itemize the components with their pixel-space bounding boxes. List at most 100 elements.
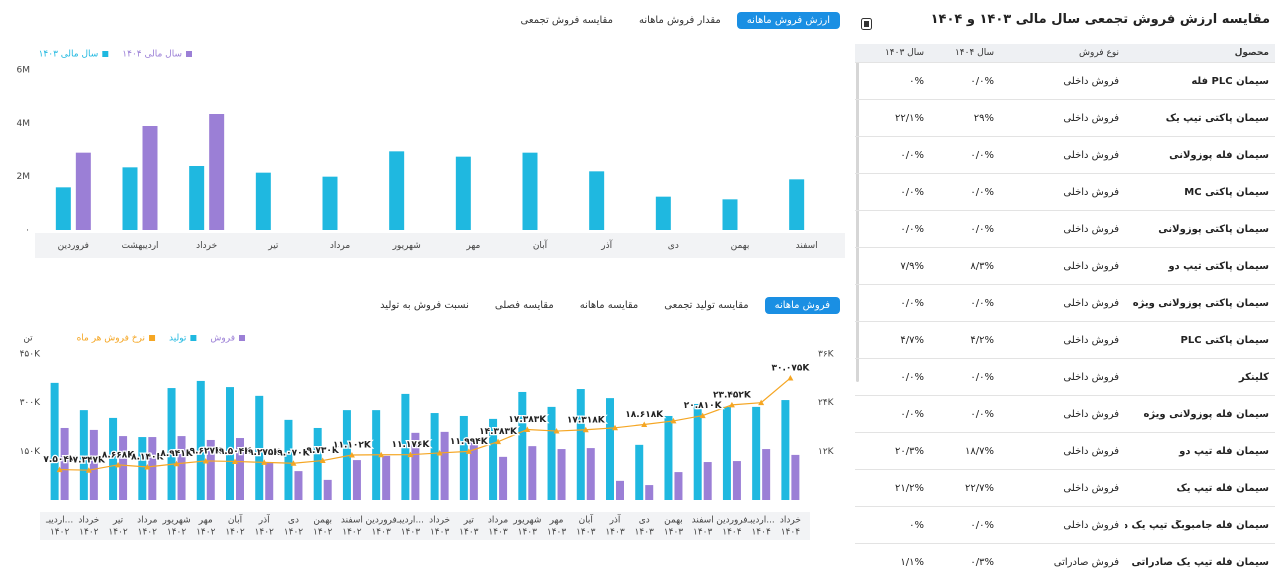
table-title: مقایسه ارزش فروش تجمعی سال مالی ۱۴۰۳ و ۱… [930,12,1270,27]
table-cell: ۰/۰% [970,408,994,420]
x-tick-label: ۱۴۰۳ [605,528,625,538]
tab[interactable]: مقدار فروش ماهانه [629,12,731,29]
x-tick-label: خرداد [196,241,217,251]
x-tick-label: مهر [549,516,564,526]
x-tick-label: آذر [609,514,621,526]
table-cell: ۰% [909,75,924,87]
bar [75,152,91,230]
bar [60,427,69,500]
x-tick-label: آبان [579,514,594,526]
table-cell: سیمان فله تیپ دو [1179,445,1269,457]
table-cell: ۴/۷% [900,334,924,346]
table-cell: سیمان فله پوزولانی [1169,149,1269,161]
legend-swatch [102,51,109,57]
line-marker [232,458,238,464]
table-cell: ۲۱/۲% [895,482,924,494]
table-cell: فروش داخلی [1063,519,1119,531]
table-cell: ۲۲/۷% [965,482,994,494]
bar [255,172,271,230]
table-cell: سیمان فله پوزولانی ویژه [1143,408,1269,420]
table-cell: ۰/۰% [970,149,994,161]
bar [50,382,59,500]
x-tick-label: خرداد [780,516,801,526]
y2-tick-label: ۳۶K [818,350,835,360]
bar [576,389,585,500]
x-tick-label: خرداد [429,516,450,526]
bar [322,176,338,230]
tab[interactable]: ارزش فروش ماهانه [736,12,840,29]
x-tick-label: ۱۴۰۲ [225,528,245,538]
bar [401,393,410,500]
table-cell: ۰/۰% [900,223,924,235]
line-marker [378,451,385,458]
line-marker [465,448,472,454]
line-marker [290,460,297,466]
line [59,377,791,471]
tab[interactable]: نسبت فروش به تولید [370,297,479,314]
table-cell: سیمان PLC فله [1191,75,1269,87]
x-tick-label: ۱۴۰۲ [284,528,304,538]
bar [138,437,147,500]
data-label: ۷.۵۰۴K [43,455,76,465]
tab[interactable]: مقایسه فصلی [485,297,564,314]
data-label: ۸.۹۴۱K [160,449,193,459]
column-header: سال ۱۴۰۳ [884,48,924,58]
x-tick-label: تیر [463,516,475,526]
line-marker [407,451,414,458]
x-tick-label: ۱۴۰۳ [635,528,655,538]
bar [781,400,790,500]
data-label: ۱۸.۶۱۸K [625,410,664,420]
bar [226,387,234,500]
x-tick-label: اسفند [796,241,818,251]
table-row: سیمان پاکتی MC فروش داخلی ۰/۰% ۰/۰% [855,174,1275,211]
x-tick-label: اردیبهشت [121,241,158,251]
bar [789,179,805,230]
legend-label: تولید [169,334,187,344]
data-label: ۱۷.۳۱۸K [567,415,606,425]
bar [455,156,471,230]
tab[interactable]: مقایسه ماهانه [570,297,649,314]
table-row: سیمان فله تیپ دو فروش داخلی ۱۸/۷% ۲۰/۳% [855,433,1275,470]
x-tick-label: بهمن [731,241,750,251]
bar [209,114,225,230]
table-cell: ۷/۹% [900,260,924,272]
table-cell: ۰/۰% [970,371,994,383]
legend-swatch [186,51,192,57]
table-cell: فروش داخلی [1063,297,1119,309]
x-tick-label: فروردین [365,516,396,526]
tab[interactable]: فروش ماهانه [764,297,840,314]
tab[interactable]: مقایسه فروش تجمعی [511,12,623,29]
table-cell: ۰/۰% [900,297,924,309]
data-label: ۸.۱۴۰K [131,452,164,462]
table-cell: سیمان پاکتی PLC [1180,334,1269,346]
table-header: محصول نوع فروش سال ۱۴۰۴ سال ۱۴۰۳ [855,44,1275,63]
line-marker [553,428,560,434]
x-tick-label: ۱۴۰۳ [371,528,391,538]
data-label: ۲۳.۴۵۲K [713,390,752,400]
bar [440,431,449,500]
charts: ۰ 2M 4M 6M فروردین اردیبهشت خرداد تیر مرداد شهریو… [17,50,845,540]
x-tick-label: مرداد [137,516,157,526]
table-cell: ۰/۰% [900,371,924,383]
x-tick-label: ۱۴۰۴ [751,528,771,538]
bar [722,199,738,230]
line-marker [495,438,502,445]
legend-swatch [149,335,156,341]
scrollbar[interactable] [856,62,859,382]
column-header: محصول [1234,48,1269,58]
tab[interactable]: مقایسه تولید تجمعی [654,297,758,314]
table-cell: ۰/۰% [970,186,994,198]
line-marker [728,401,735,408]
bar [122,167,138,230]
x-tick-label: اردیبـ... [746,516,774,526]
column-header: نوع فروش [1079,48,1119,58]
y2-tick-label: ۱۲K [818,447,835,457]
x-tick-label: دی [288,516,299,526]
bar [616,480,624,500]
x-tick-label: شهریور [512,516,541,526]
x-tick-label: ۱۴۰۲ [342,528,362,538]
export-icon[interactable] [860,17,874,31]
data-label: ۱۱.۱۷۶K [391,440,430,450]
bar [664,415,673,500]
